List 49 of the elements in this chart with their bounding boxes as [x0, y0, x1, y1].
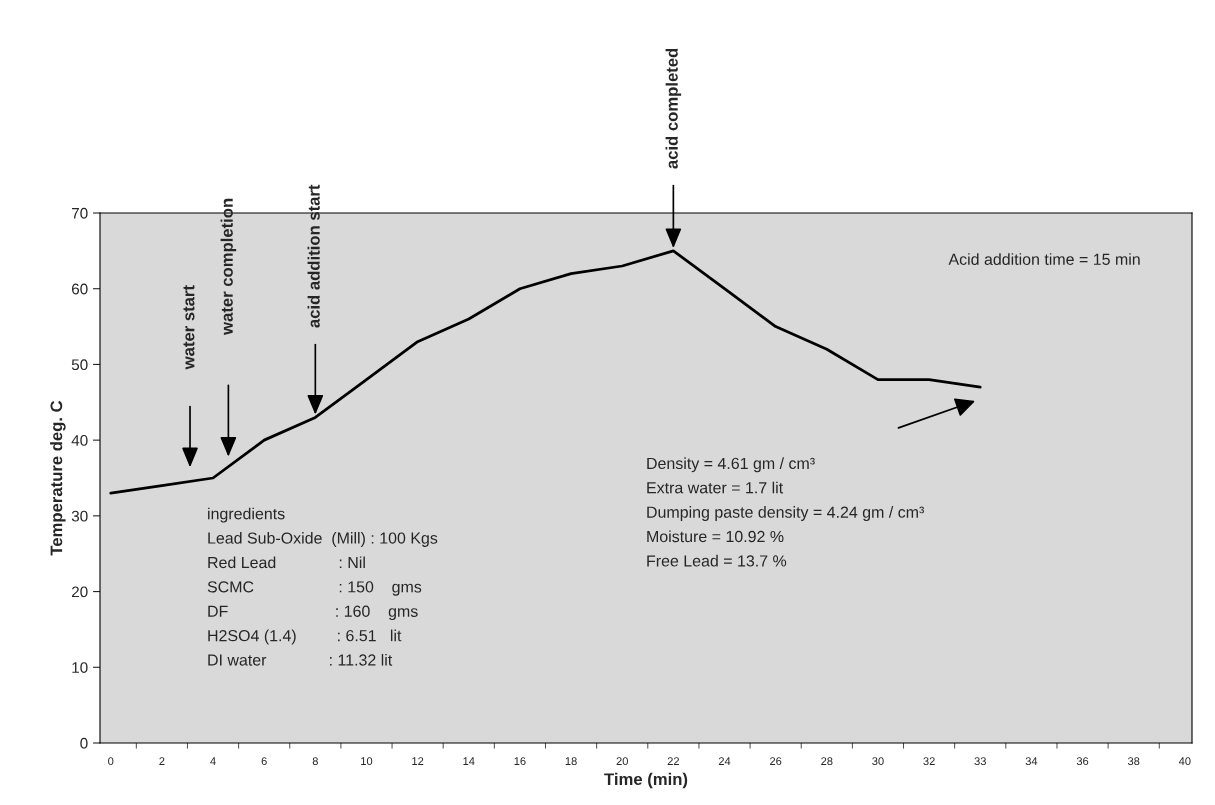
- y-tick-label: 70: [71, 207, 88, 219]
- annotation: H2SO4 (1.4) : 6.51 lit: [208, 629, 402, 645]
- annotation: Moisture = 10.92 %: [647, 530, 784, 543]
- annotation: DF : 160 gms: [208, 605, 418, 621]
- y-tick-label: 60: [71, 283, 88, 295]
- annotation: Acid addition time = 15 min: [948, 253, 1140, 265]
- annotation: Dumping paste density = 4.24 gm / cm³: [647, 506, 924, 521]
- annotation: acid addition start: [307, 184, 320, 328]
- annotation: DI water : 11.32 lit: [208, 653, 393, 666]
- annotation: Density = 4.61 gm / cm³: [647, 457, 815, 473]
- annotation: Lead Sub-Oxide (Mill) : 100 Kgs: [208, 532, 438, 547]
- x-tick-label: 0: [108, 757, 114, 766]
- x-tick-label: 12: [412, 757, 424, 765]
- annotation: ingredients: [208, 507, 285, 523]
- y-axis-title: Temperature deg. C: [50, 400, 66, 556]
- x-tick-label: 30: [872, 757, 884, 766]
- y-tick-label: 0: [80, 737, 88, 749]
- y-tick-label: 50: [71, 359, 88, 371]
- x-tick-label: 20: [616, 757, 628, 766]
- y-tick-label: 30: [71, 510, 88, 522]
- annotation: Red Lead : Nil: [208, 556, 365, 569]
- y-tick-label: 20: [71, 586, 88, 598]
- x-tick-label: 34: [1025, 757, 1038, 766]
- x-tick-label: 10: [361, 757, 373, 766]
- x-tick-label: 22: [667, 757, 679, 765]
- x-tick-label: 38: [1127, 757, 1140, 766]
- x-axis-title: Time (min): [604, 772, 688, 789]
- x-tick-label: 26: [770, 757, 782, 766]
- x-tick-label: 16: [514, 757, 526, 766]
- annotation: Extra water = 1.7 lit: [647, 481, 784, 494]
- annotation: water completion: [220, 198, 237, 335]
- annotation: water start: [183, 285, 195, 370]
- annotation: acid completed: [665, 48, 682, 169]
- y-tick-label: 40: [71, 435, 88, 446]
- x-tick-label: 2: [159, 757, 165, 765]
- x-tick-label: 14: [463, 757, 475, 765]
- x-tick-label: 6: [261, 757, 267, 766]
- y-tick-label: 10: [72, 662, 88, 673]
- x-tick-label: 18: [565, 757, 577, 766]
- x-tick-label: 33: [974, 757, 986, 766]
- x-tick-label: 4: [210, 757, 216, 765]
- x-tick-label: 8: [312, 757, 318, 766]
- x-tick-label: 28: [821, 757, 833, 766]
- x-tick-label: 24: [718, 757, 731, 765]
- x-tick-label: 32: [923, 757, 935, 766]
- annotation: Free Lead = 13.7 %: [647, 554, 787, 567]
- annotation: SCMC : 150 gms: [207, 581, 422, 596]
- x-tick-label: 40: [1178, 757, 1191, 766]
- x-tick-label: 36: [1076, 757, 1089, 766]
